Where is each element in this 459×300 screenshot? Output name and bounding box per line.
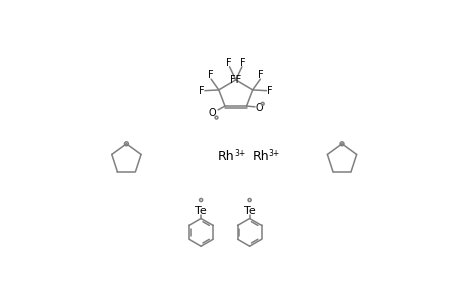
Text: F: F (266, 86, 272, 96)
Text: Te: Te (243, 206, 255, 216)
Text: Rh: Rh (252, 150, 269, 164)
Text: F: F (207, 70, 213, 80)
Text: F: F (225, 58, 231, 68)
Text: O: O (254, 103, 262, 112)
Text: Te: Te (195, 206, 207, 216)
Text: FF: FF (230, 75, 241, 85)
Text: Rh: Rh (218, 150, 234, 164)
Text: 3+: 3+ (234, 148, 245, 158)
Text: O: O (207, 108, 215, 118)
Text: F: F (239, 58, 245, 68)
Text: 3+: 3+ (268, 148, 280, 158)
Text: F: F (258, 70, 263, 80)
Text: F: F (199, 86, 204, 96)
